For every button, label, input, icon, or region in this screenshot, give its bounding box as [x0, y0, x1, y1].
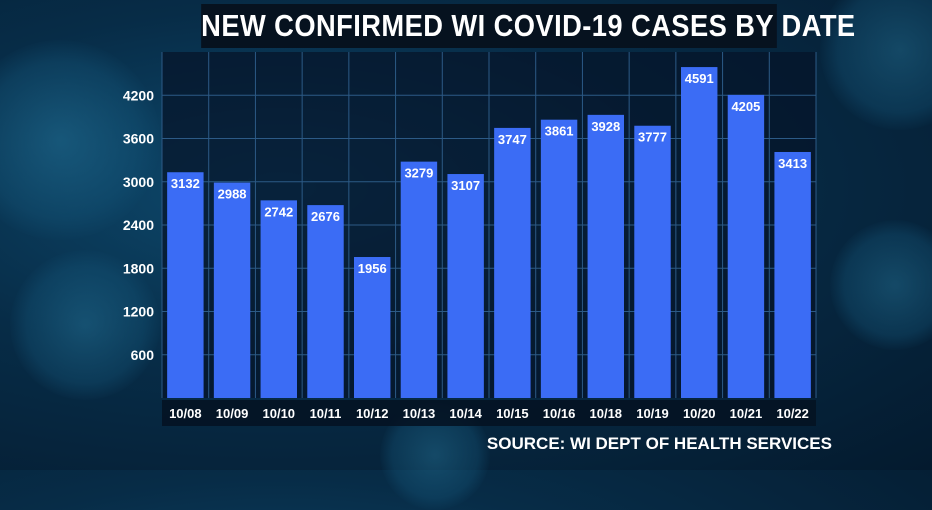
data-label: 2676 [311, 209, 340, 224]
bar [260, 200, 298, 398]
data-label: 2988 [218, 187, 247, 202]
data-label: 3928 [591, 119, 620, 134]
data-label: 3279 [404, 166, 433, 181]
bar [447, 174, 484, 398]
bar [213, 182, 251, 398]
bar [307, 205, 344, 398]
x-tick-label: 10/19 [636, 406, 669, 421]
data-label: 3777 [638, 130, 667, 145]
y-tick-label: 3000 [123, 174, 154, 190]
y-tick-label: 1800 [123, 260, 154, 276]
x-tick-label: 10/10 [263, 406, 296, 421]
x-tick-label: 10/14 [449, 406, 482, 421]
bar-chart: 600 1200 1800 2400 3000 3600 4200 3132 10/08 2988… [123, 52, 817, 421]
bar [400, 161, 438, 398]
x-tick-label: 10/21 [730, 406, 763, 421]
bar [680, 67, 718, 398]
bar [774, 151, 811, 398]
x-axis-band [162, 400, 816, 426]
x-tick-label: 10/12 [356, 406, 389, 421]
data-label: 2742 [264, 204, 293, 219]
x-tick-label: 10/18 [590, 406, 623, 421]
x-tick-label: 10/09 [216, 406, 249, 421]
x-tick-label: 10/11 [310, 406, 342, 421]
data-label: 4591 [685, 71, 714, 86]
bar [167, 172, 204, 398]
background-virus-decoration [0, 40, 160, 240]
bar [540, 119, 578, 398]
y-tick-label: 3600 [123, 131, 154, 147]
y-tick-label: 4200 [123, 87, 154, 103]
bar [494, 127, 531, 398]
data-label: 3861 [545, 124, 574, 139]
bar [634, 125, 671, 399]
bar [587, 114, 625, 399]
x-tick-label: 10/22 [776, 406, 809, 421]
x-tick-label: 10/15 [496, 406, 529, 421]
source-credit: SOURCE: WI DEPT OF HEALTH SERVICES [486, 434, 832, 453]
x-tick-label: 10/08 [169, 406, 202, 421]
y-tick-label: 600 [131, 347, 155, 363]
x-tick-label: 10/16 [543, 406, 576, 421]
data-label: 3107 [451, 178, 480, 193]
data-label: 3132 [171, 176, 200, 191]
y-tick-label: 2400 [123, 217, 154, 233]
data-label: 3413 [778, 156, 807, 171]
bar [727, 94, 765, 398]
x-tick-label: 10/20 [683, 406, 716, 421]
y-tick-label: 1200 [123, 304, 154, 320]
background-virus-decoration [830, 220, 932, 350]
bar [353, 257, 391, 398]
data-label: 1956 [358, 261, 387, 276]
background-virus-decoration [10, 250, 160, 400]
x-tick-label: 10/13 [403, 406, 436, 421]
data-label: 3747 [498, 132, 527, 147]
data-label: 4205 [731, 99, 760, 114]
chart-title: NEW CONFIRMED WI COVID-19 CASES BY DATE [201, 4, 855, 48]
